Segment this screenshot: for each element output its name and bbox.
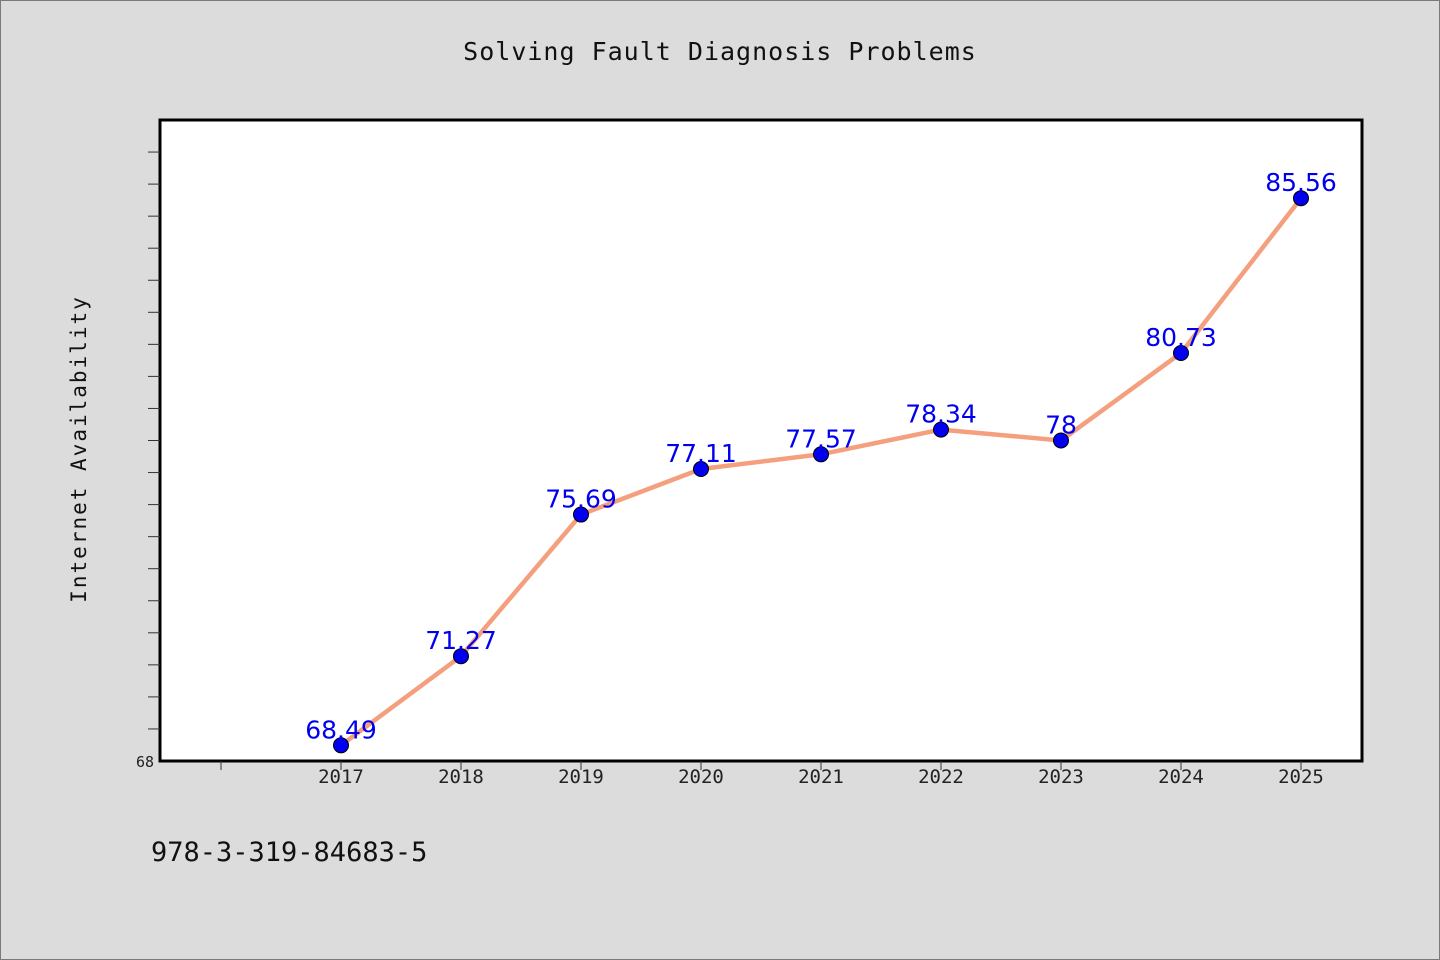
data-label: 78.34 <box>905 400 977 429</box>
data-label: 85.56 <box>1265 168 1337 197</box>
data-point <box>813 446 829 463</box>
x-tick-label: 2017 <box>318 766 364 788</box>
data-point <box>573 506 589 523</box>
data-label: 75.69 <box>545 485 617 514</box>
data-point <box>1053 432 1069 449</box>
data-label: 68.49 <box>305 715 377 744</box>
data-point <box>1293 190 1309 207</box>
plot-area <box>158 118 1364 763</box>
data-label: 71.27 <box>425 626 497 655</box>
x-tick-label: 2020 <box>678 766 724 788</box>
data-label: 77.57 <box>785 424 857 453</box>
data-point <box>453 648 469 665</box>
x-tick-label: 2024 <box>1158 766 1204 788</box>
x-tick-label: 2022 <box>918 766 964 788</box>
x-tick-label: 2023 <box>1038 766 1084 788</box>
data-point <box>333 737 349 754</box>
data-point <box>693 461 709 478</box>
x-tick-label: 2025 <box>1278 766 1324 788</box>
data-point <box>933 421 949 438</box>
data-label: 77.11 <box>665 439 737 468</box>
isbn-text: 978-3-319-84683-5 <box>151 837 428 868</box>
data-label: 78 <box>1045 411 1077 440</box>
chart-title: Solving Fault Diagnosis Problems <box>463 37 977 66</box>
y-tick-label: 68 <box>136 753 154 771</box>
data-label: 80.73 <box>1145 323 1217 352</box>
data-point <box>1173 345 1189 362</box>
x-tick-label: 2018 <box>438 766 484 788</box>
x-tick-label: 2021 <box>798 766 844 788</box>
x-tick-label: 2019 <box>558 766 604 788</box>
